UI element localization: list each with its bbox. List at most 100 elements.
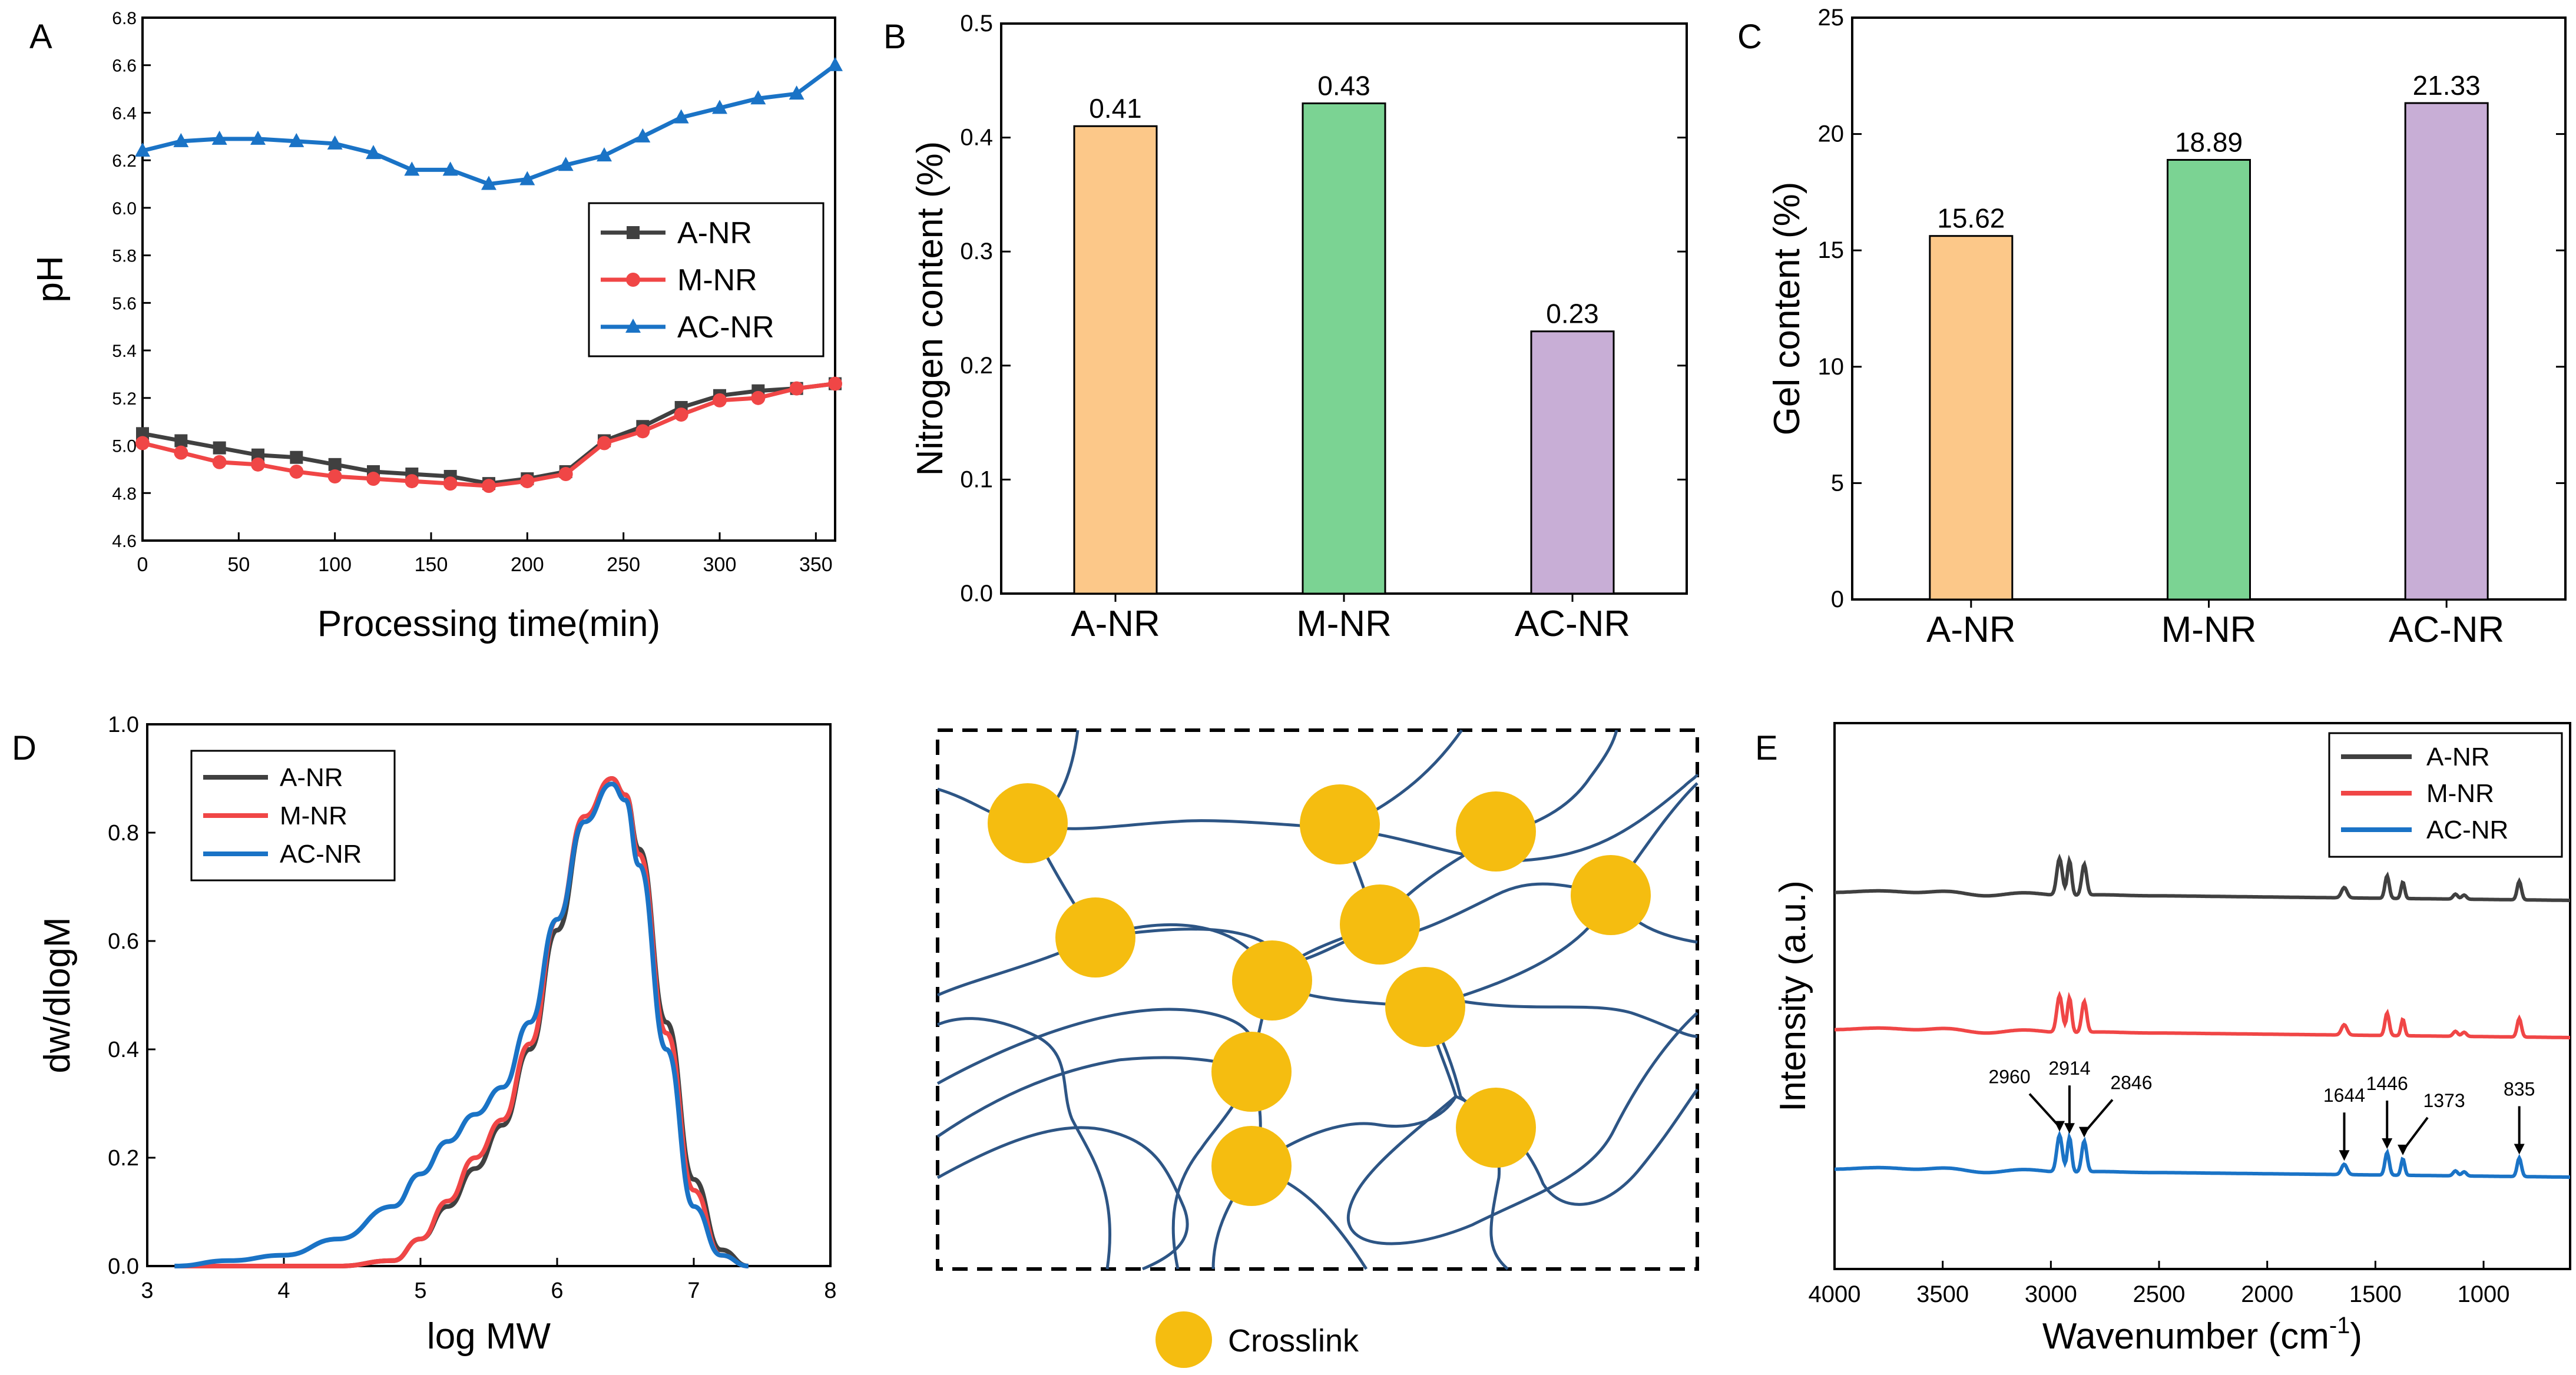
- data-point-marker: [289, 464, 304, 479]
- y-tick-label: 20: [1818, 121, 1845, 147]
- y-tick-label: 5.4: [112, 342, 137, 361]
- bar-value-label: 15.62: [1937, 203, 2005, 234]
- y-axis-label: Nitrogen content (%): [910, 141, 951, 476]
- y-tick-label: 0.6: [108, 929, 139, 954]
- data-point-marker: [135, 143, 150, 157]
- y-tick-label: 0.8: [108, 821, 139, 846]
- data-point-marker: [327, 469, 342, 484]
- bar-a-nr: [1929, 235, 2014, 601]
- y-tick-label: 1.0: [108, 713, 139, 737]
- data-point-marker: [674, 407, 688, 422]
- y-tick-label: 6.0: [112, 199, 137, 218]
- y-tick-label: 0.4: [108, 1038, 139, 1062]
- peak-arrowhead: [2064, 1123, 2075, 1134]
- x-tick-label: 7: [687, 1278, 700, 1303]
- crosslink-nodes: [988, 783, 1651, 1206]
- bar-ac-nr: [2404, 102, 2489, 601]
- data-point-marker: [174, 434, 188, 448]
- data-point-marker: [327, 135, 343, 150]
- data-point-marker: [442, 161, 458, 176]
- x-tick-label: AC-NR: [2389, 609, 2504, 650]
- legend-label: M-NR: [280, 801, 347, 830]
- data-point-marker: [635, 424, 650, 439]
- panel-letter-d: D: [12, 729, 37, 767]
- y-tick-label: 6.4: [112, 104, 137, 123]
- network-schematic: Crosslink: [936, 728, 1699, 1368]
- data-point-marker: [751, 390, 766, 405]
- y-axis-label: pH: [30, 256, 71, 302]
- y-tick-label: 6.6: [112, 57, 137, 76]
- peak-label: 2914: [2048, 1058, 2090, 1079]
- data-point-marker: [405, 474, 419, 489]
- y-tick-label: 0.2: [960, 353, 993, 379]
- chart-e-ftir: 4000 3500 3000 2500 2000 1500 1000 Wavenumber (…: [1773, 722, 2571, 1357]
- crosslink-legend-label: Crosslink: [1228, 1323, 1359, 1359]
- x-tick-label: 50: [227, 554, 250, 576]
- peak-arrowhead: [2054, 1121, 2065, 1132]
- x-tick-label: 5: [414, 1278, 426, 1303]
- y-tick-label: 15: [1818, 237, 1845, 263]
- x-tick-label: 4: [277, 1278, 290, 1303]
- data-point-marker: [213, 441, 226, 455]
- data-point-marker: [251, 457, 265, 472]
- bar-value-label: 21.33: [2413, 70, 2481, 101]
- x-axis-label: Processing time(min): [317, 604, 660, 644]
- data-point-marker: [250, 130, 266, 145]
- legend-label: A-NR: [677, 216, 752, 250]
- y-tick-label: 4.8: [112, 484, 137, 503]
- data-point-marker: [627, 226, 640, 239]
- bar-value-label: 18.89: [2175, 127, 2243, 157]
- x-tick-label: 2000: [2241, 1281, 2293, 1307]
- data-point-marker: [828, 376, 842, 391]
- y-tick-label: 0.5: [960, 11, 993, 37]
- peak-arrowhead: [2078, 1126, 2090, 1138]
- data-point-marker: [712, 100, 727, 114]
- data-point-marker: [443, 476, 458, 491]
- y-tick-label: 10: [1818, 354, 1845, 380]
- bar-m-nr: [1302, 102, 1386, 595]
- series-line-m-nr: [1835, 990, 2570, 1039]
- legend-label: A-NR: [2426, 743, 2490, 771]
- crosslink-node: [1055, 897, 1135, 978]
- x-tick-label: A-NR: [1926, 609, 2016, 650]
- x-axis-label-sup: -1: [2329, 1313, 2350, 1338]
- x-axis-label: Wavenumber (cm-1): [2042, 1313, 2362, 1357]
- x-tick-label: 2500: [2133, 1281, 2186, 1307]
- data-point-marker: [713, 393, 727, 407]
- y-tick-label: 5.2: [112, 389, 137, 409]
- x-tick-label: 250: [607, 554, 640, 576]
- y-tick-label: 4.6: [112, 532, 137, 551]
- x-tick-label: A-NR: [1071, 604, 1160, 644]
- crosslink-node: [1211, 1032, 1292, 1112]
- x-axis-label-main: Wavenumber (cm: [2042, 1316, 2329, 1357]
- crosslink-node: [988, 783, 1068, 863]
- data-point-marker: [211, 130, 227, 145]
- plot-frame: [1833, 722, 2571, 1270]
- y-tick-label: 6.2: [112, 151, 137, 171]
- x-axis-label-end: ): [2350, 1316, 2362, 1357]
- data-point-marker: [625, 319, 641, 333]
- x-tick-label: 200: [511, 554, 544, 576]
- y-tick-label: 0.3: [960, 238, 993, 264]
- series-line-ac-nr: [1835, 1130, 2570, 1179]
- series-line-m-nr: [142, 382, 836, 488]
- data-point-marker: [366, 472, 380, 486]
- y-tick-label: 0.2: [108, 1146, 139, 1171]
- x-tick-label: 300: [703, 554, 737, 576]
- data-point-marker: [635, 128, 651, 143]
- data-point-marker: [558, 157, 574, 171]
- x-tick-label: M-NR: [1296, 604, 1392, 644]
- peak-label: 2960: [1988, 1066, 2030, 1088]
- x-tick-label: 4000: [1809, 1281, 1861, 1307]
- data-point-marker: [174, 445, 188, 460]
- data-point-marker: [789, 85, 804, 100]
- data-point-marker: [173, 132, 189, 147]
- data-point-marker: [558, 466, 573, 481]
- data-point-marker: [290, 450, 303, 464]
- data-point-marker: [750, 90, 766, 105]
- data-point-marker: [135, 436, 150, 450]
- y-tick-label: 5: [1831, 470, 1844, 496]
- data-point-marker: [212, 455, 227, 469]
- data-point-marker: [626, 273, 640, 287]
